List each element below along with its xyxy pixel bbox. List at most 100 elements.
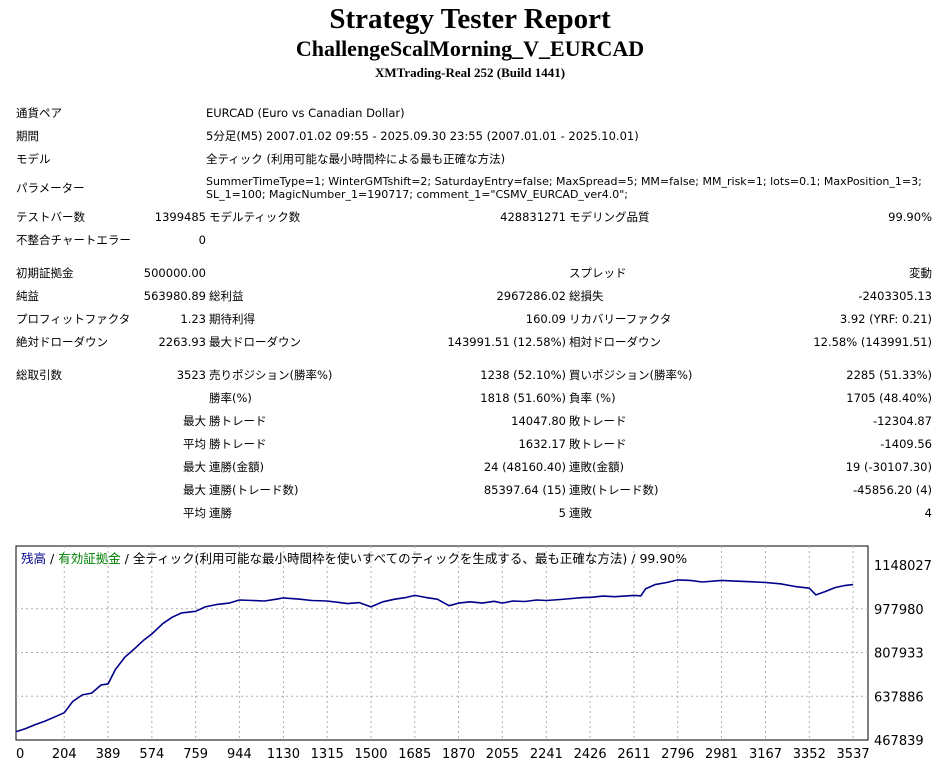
cons-losses-amount-value: 19 (-30107.30) bbox=[845, 459, 932, 474]
pf-label: プロフィットファクタ bbox=[16, 311, 131, 326]
pf-value: 1.23 bbox=[180, 311, 206, 326]
cons-losses-trades-label: 連敗(トレード数) bbox=[569, 482, 659, 497]
legend-balance: 残高 bbox=[21, 551, 46, 566]
legend-separator-3: / bbox=[627, 551, 639, 566]
row-bars: テストバー数 1399485 モデルティック数 428831271 モデリング品… bbox=[0, 205, 932, 228]
row-mismatch: 不整合チャートエラー 0 bbox=[0, 228, 932, 251]
cons-wins-trades-value: 85397.64 (15) bbox=[483, 482, 566, 497]
cons-losses-trades-value: -45856.20 (4) bbox=[853, 482, 932, 497]
x-tick-label: 3352 bbox=[793, 747, 826, 762]
row-model: モデル 全ティック (利用可能な最小時間枠による最も正確な方法) bbox=[0, 147, 932, 171]
legend-quality: 99.90% bbox=[639, 551, 687, 566]
long-value: 2285 (51.33%) bbox=[846, 367, 932, 382]
avg-cons-wins-label: 連勝 bbox=[209, 505, 232, 520]
x-tick-label: 2796 bbox=[661, 747, 694, 762]
avg-cons-wins-value: 5 bbox=[558, 505, 566, 520]
x-tick-label: 3537 bbox=[837, 747, 870, 762]
trades-value: 3523 bbox=[176, 367, 206, 382]
max-dd-label: 最大ドローダウン bbox=[209, 334, 301, 349]
largest-loss-value: -12304.87 bbox=[872, 413, 932, 428]
legend-separator-2: / bbox=[121, 551, 133, 566]
avg-cons-losses-value: 4 bbox=[924, 505, 932, 520]
report-build: XMTrading-Real 252 (Build 1441) bbox=[374, 65, 566, 80]
legend-separator-1: / bbox=[46, 551, 58, 566]
gross-profit-label: 総利益 bbox=[209, 288, 244, 303]
recovery-value: 3.92 (YRF: 0.21) bbox=[839, 311, 932, 326]
avg-loss-label: 敗トレード bbox=[569, 436, 627, 451]
period-value: 5分足(M5) 2007.01.02 09:55 - 2025.09.30 23… bbox=[206, 128, 639, 143]
winrate-value: 1818 (51.60%) bbox=[480, 390, 566, 405]
row-net: 純益 563980.89 総利益 2967286.02 総損失 -2403305… bbox=[0, 284, 932, 307]
avg-loss-value: -1409.56 bbox=[880, 436, 932, 451]
rel-dd-value: 12.58% (143991.51) bbox=[813, 334, 932, 349]
y-tick-label: 1148027 bbox=[874, 559, 932, 574]
y-tick-label: 637886 bbox=[874, 690, 924, 705]
net-value: 563980.89 bbox=[143, 288, 206, 303]
balance-chart: 1148027 977980 807933 637886 467839 0 204 389 5… bbox=[15, 545, 932, 762]
abs-dd-label: 絶対ドローダウン bbox=[16, 334, 108, 349]
lossrate-label: 負率 (%) bbox=[569, 390, 616, 405]
x-tick-label: 0 bbox=[16, 747, 24, 762]
trades-label: 総取引数 bbox=[16, 367, 62, 382]
chart-frame bbox=[15, 545, 869, 741]
short-label: 売りポジション(勝率%) bbox=[209, 367, 333, 382]
x-tick-label: 389 bbox=[96, 747, 121, 762]
x-tick-label: 574 bbox=[139, 747, 164, 762]
average-prefix: 平均 bbox=[183, 436, 206, 451]
cons-amount-prefix: 最大 bbox=[183, 459, 206, 474]
avg-win-label: 勝トレード bbox=[209, 436, 267, 451]
report-subtitle: ChallengeScalMorning_V_EURCAD bbox=[295, 36, 645, 61]
net-label: 純益 bbox=[16, 288, 39, 303]
spread-label: スプレッド bbox=[569, 265, 627, 280]
gross-loss-value: -2403305.13 bbox=[858, 288, 932, 303]
row-pf: プロフィットファクタ 1.23 期待利得 160.09 リカバリーファクタ 3.… bbox=[0, 307, 932, 330]
recovery-label: リカバリーファクタ bbox=[569, 311, 672, 326]
row-trades: 総取引数 3523 売りポジション(勝率%) 1238 (52.10%) 買いポ… bbox=[0, 363, 932, 386]
cons-wins-amount-label: 連勝(金額) bbox=[209, 459, 264, 474]
ticks-label: モデルティック数 bbox=[209, 209, 301, 224]
y-tick-label: 977980 bbox=[874, 603, 924, 618]
cons-wins-trades-label: 連勝(トレード数) bbox=[209, 482, 299, 497]
x-tick-label: 1870 bbox=[442, 747, 475, 762]
avg-cons-losses-label: 連敗 bbox=[569, 505, 592, 520]
chart-legend: 残高 / 有効証拠金 / 全ティック(利用可能な最小時間枠を使いすべてのティック… bbox=[21, 551, 687, 566]
bars-value: 1399485 bbox=[154, 209, 206, 224]
symbol-value: EURCAD (Euro vs Canadian Dollar) bbox=[206, 105, 405, 120]
bars-label: テストバー数 bbox=[16, 209, 85, 224]
row-params: パラメーター SummerTimeType=1; WinterGMTshift=… bbox=[0, 171, 932, 205]
x-tick-labels: 0 204 389 574 759 944 1130 1315 1500 1685 1870 2055… bbox=[16, 747, 870, 762]
row-dd: 絶対ドローダウン 2263.93 最大ドローダウン 143991.51 (12.… bbox=[0, 330, 932, 353]
x-tick-label: 1500 bbox=[354, 747, 387, 762]
mismatch-label: 不整合チャートエラー bbox=[16, 232, 131, 247]
row-symbol: 通貨ペア EURCAD (Euro vs Canadian Dollar) bbox=[0, 101, 932, 124]
row-period: 期間 5分足(M5) 2007.01.02 09:55 - 2025.09.30… bbox=[0, 124, 932, 147]
x-tick-label: 1685 bbox=[398, 747, 431, 762]
chart-grid bbox=[16, 546, 868, 740]
x-tick-label: 204 bbox=[52, 747, 77, 762]
cons-trades-prefix: 最大 bbox=[183, 482, 206, 497]
winrate-label: 勝率(%) bbox=[209, 390, 252, 405]
row-average: 平均 勝トレード 1632.17 敗トレード -1409.56 bbox=[0, 432, 932, 455]
x-tick-label: 1315 bbox=[311, 747, 344, 762]
report-title: Strategy Tester Report bbox=[329, 3, 611, 35]
period-label: 期間 bbox=[16, 128, 39, 143]
legend-model: 全ティック(利用可能な最小時間枠を使いすべてのティックを生成する、最も正確な方法… bbox=[133, 551, 627, 566]
lossrate-value: 1705 (48.40%) bbox=[846, 390, 932, 405]
largest-loss-label: 敗トレード bbox=[569, 413, 627, 428]
x-tick-label: 2055 bbox=[486, 747, 519, 762]
x-tick-label: 1130 bbox=[267, 747, 300, 762]
largest-win-value: 14047.80 bbox=[511, 413, 566, 428]
balance-line bbox=[15, 579, 854, 733]
ticks-value: 428831271 bbox=[500, 209, 566, 224]
expected-label: 期待利得 bbox=[209, 311, 255, 326]
y-tick-label: 807933 bbox=[874, 647, 924, 662]
spread-value: 変動 bbox=[909, 265, 932, 280]
gross-profit-value: 2967286.02 bbox=[496, 288, 566, 303]
report-table: 通貨ペア EURCAD (Euro vs Canadian Dollar) 期間… bbox=[0, 101, 932, 524]
row-avg-cons: 平均 連勝 5 連敗 4 bbox=[0, 501, 932, 524]
row-cons-amount: 最大 連勝(金額) 24 (48160.40) 連敗(金額) 19 (-3010… bbox=[0, 455, 932, 478]
quality-value: 99.90% bbox=[888, 209, 932, 224]
avg-cons-prefix: 平均 bbox=[183, 505, 206, 520]
row-deposit: 初期証拠金 500000.00 スプレッド 変動 bbox=[0, 261, 932, 284]
rel-dd-label: 相対ドローダウン bbox=[569, 334, 661, 349]
